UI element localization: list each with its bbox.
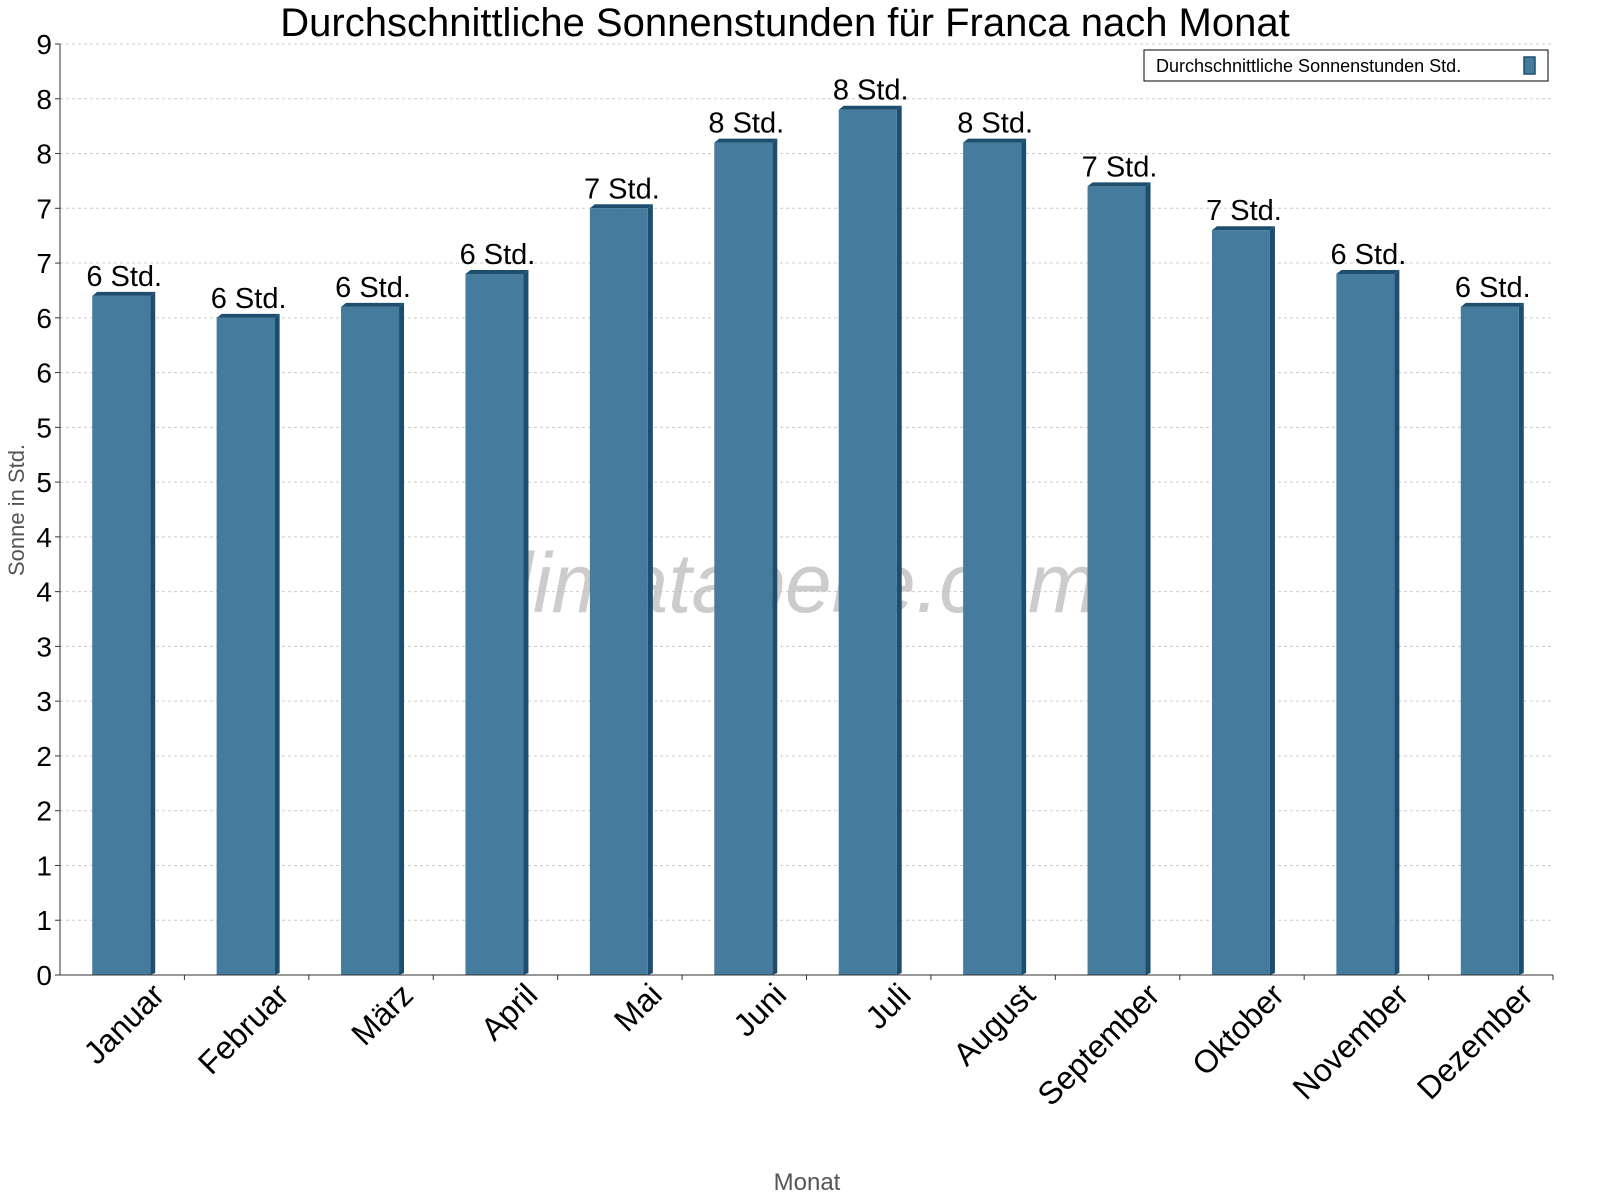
- data-label: 8 Std.: [708, 108, 784, 140]
- x-tick-label: März: [344, 976, 420, 1052]
- data-label: 6 Std.: [86, 261, 162, 293]
- legend-label: Durchschnittliche Sonnenstunden Std.: [1156, 56, 1461, 76]
- bar-side: [1269, 226, 1275, 975]
- data-label: 7 Std.: [1206, 195, 1282, 227]
- bar-side: [896, 105, 902, 975]
- x-tick-label: Dezember: [1410, 976, 1540, 1106]
- bar: [589, 208, 648, 975]
- y-tick-label: 9: [36, 29, 52, 60]
- bar-side: [1145, 182, 1151, 975]
- data-label: 6 Std.: [211, 283, 287, 315]
- bar-side: [150, 291, 156, 976]
- data-label: 7 Std.: [584, 173, 660, 205]
- bar: [1460, 306, 1519, 975]
- data-label: 6 Std.: [1455, 272, 1531, 304]
- x-tick-label: Juni: [726, 976, 793, 1043]
- bar: [838, 109, 897, 975]
- bar: [714, 142, 773, 975]
- bar-side: [274, 313, 280, 976]
- bars: 6 Std. 6 Std. 6 Std. 6 Std. 7 Std. 8 Std. 8 St…: [86, 75, 1531, 976]
- x-tick-label: September: [1030, 976, 1166, 1112]
- y-axis-label: Sonne in Std.: [4, 444, 29, 576]
- y-tick-label: 6: [36, 358, 52, 389]
- chart-title: Durchschnittliche Sonnenstunden für Fran…: [280, 1, 1289, 45]
- x-tick-label: November: [1285, 976, 1415, 1106]
- data-label: 8 Std.: [833, 75, 909, 107]
- y-tick-label: 8: [36, 84, 52, 115]
- bar-top: [963, 138, 1027, 143]
- data-label: 6 Std.: [460, 239, 536, 271]
- x-tick-label: Januar: [77, 976, 172, 1071]
- bar-top: [341, 302, 405, 307]
- bar: [465, 274, 524, 975]
- bar-side: [647, 204, 653, 975]
- bar-top: [714, 138, 778, 143]
- bar: [1087, 186, 1146, 975]
- bar-top: [92, 291, 156, 296]
- y-tick-label: 7: [36, 193, 52, 224]
- bar-top: [216, 313, 280, 318]
- y-tick-label: 0: [36, 960, 52, 991]
- bar-side: [1394, 270, 1400, 975]
- bar-top: [838, 105, 902, 110]
- y-tick-label: 3: [36, 631, 52, 662]
- bar-side: [523, 270, 529, 975]
- bar-top: [1460, 302, 1524, 307]
- y-tick-label: 4: [36, 522, 52, 553]
- y-tick-label: 5: [36, 412, 52, 443]
- legend-box: [1143, 49, 1549, 82]
- y-tick-label: 3: [36, 686, 52, 717]
- x-tick-label: Oktober: [1185, 976, 1291, 1082]
- bar-side: [399, 302, 405, 975]
- data-label: 6 Std.: [335, 272, 411, 304]
- legend-swatch: [1523, 56, 1536, 75]
- bar: [216, 317, 275, 976]
- data-label: 7 Std.: [1082, 151, 1158, 183]
- x-tick-label: Juli: [858, 976, 917, 1035]
- bar-side: [1021, 138, 1027, 975]
- y-tick-label: 2: [36, 796, 52, 827]
- y-tick-label: 8: [36, 139, 52, 170]
- bar-top: [465, 270, 529, 275]
- bar: [92, 295, 151, 976]
- bar: [1211, 230, 1270, 975]
- legend: Durchschnittliche Sonnenstunden Std.: [1143, 49, 1549, 82]
- grid: [60, 43, 1553, 921]
- bar-top: [1087, 182, 1151, 187]
- bar-side: [772, 138, 778, 975]
- y-tick-label: 7: [36, 248, 52, 279]
- x-tick-label: April: [474, 976, 545, 1047]
- bar: [341, 306, 400, 975]
- x-tick-label: Mai: [607, 976, 669, 1038]
- y-tick-label: 4: [36, 577, 52, 608]
- y-tick-label: 5: [36, 467, 52, 498]
- bar: [963, 142, 1022, 975]
- x-tick-label: August: [946, 976, 1042, 1072]
- bar-top: [589, 204, 653, 209]
- x-axis-label: Monat: [774, 1169, 841, 1196]
- bar-top: [1211, 226, 1275, 231]
- bar-top: [1336, 270, 1400, 275]
- y-tick-label: 6: [36, 303, 52, 334]
- y-tick-label: 1: [36, 905, 52, 936]
- bar-side: [1518, 302, 1524, 975]
- data-label: 8 Std.: [957, 108, 1033, 140]
- y-tick-label: 2: [36, 741, 52, 772]
- y-tick-label: 1: [36, 850, 52, 881]
- bar: [1336, 274, 1395, 975]
- data-label: 6 Std.: [1330, 239, 1406, 271]
- x-tick-label: Februar: [191, 976, 296, 1081]
